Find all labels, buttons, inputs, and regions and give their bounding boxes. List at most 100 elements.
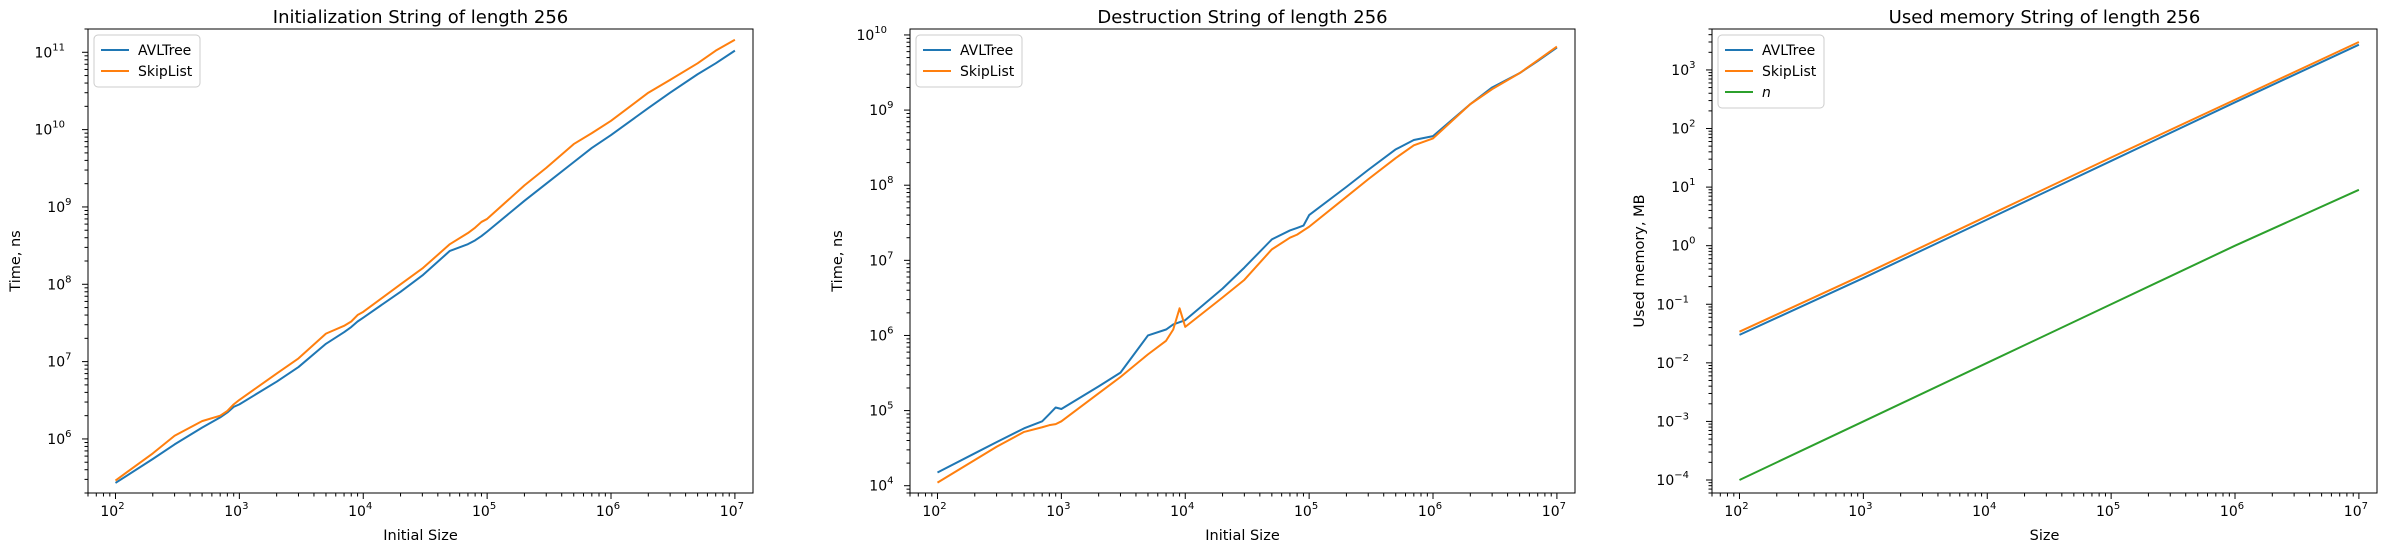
x-tick-label: 103 <box>1848 501 1872 520</box>
chart-panel-1: 102 103 104 105 106 10710610710810910101011In… <box>8 7 754 544</box>
x-tick-label: 106 <box>2220 501 2244 520</box>
series-line-avltree <box>937 46 1558 474</box>
tick-base: 10 <box>1848 504 1866 520</box>
y-tick-label: 10−1 <box>1656 294 1689 313</box>
y-tick-label: 106 <box>47 429 71 448</box>
x-tick-label: 106 <box>1418 501 1442 520</box>
series-line-skiplist <box>936 45 1558 484</box>
chart-title: Initialization String of length 256 <box>273 7 568 28</box>
tick-exponent: 2 <box>940 501 946 512</box>
tick-base: 10 <box>869 178 887 194</box>
tick-base: 10 <box>869 103 887 119</box>
legend: AVLTree SkipList n <box>1717 34 1825 109</box>
x-tick-label: 104 <box>348 501 372 520</box>
tick-base: 10 <box>348 504 366 520</box>
tick-exponent: 7 <box>2362 501 2368 512</box>
y-tick-label: 109 <box>869 100 893 119</box>
tick-base: 10 <box>869 328 887 344</box>
tick-base: 10 <box>1972 504 1990 520</box>
legend-label-skiplist: SkipList <box>138 64 193 80</box>
tick-exponent: 6 <box>887 325 893 336</box>
tick-exponent: 6 <box>65 429 71 440</box>
tick-exponent: 2 <box>118 501 124 512</box>
legend-label-skiplist: SkipList <box>960 64 1015 80</box>
tick-exponent: 6 <box>1436 501 1442 512</box>
tick-exponent: 7 <box>887 250 893 261</box>
axes-frame <box>1711 28 2378 494</box>
y-tick-label: 107 <box>869 250 893 269</box>
series-line-skiplist <box>114 38 736 482</box>
legend-label-avltree: AVLTree <box>1762 43 1815 59</box>
tick-exponent: 4 <box>1188 501 1194 512</box>
y-tick-label: 1010 <box>856 25 887 44</box>
tick-base: 10 <box>100 504 118 520</box>
y-tick-label: 1010 <box>34 120 65 139</box>
x-tick-label: 104 <box>1972 501 1996 520</box>
tick-base: 10 <box>1671 239 1689 255</box>
series-line-n <box>1739 188 2360 481</box>
tick-exponent: 6 <box>2238 501 2244 512</box>
tick-exponent: 3 <box>1064 501 1070 512</box>
y-tick-label: 104 <box>869 476 893 495</box>
y-tick-label: 108 <box>869 175 893 194</box>
x-tick-label: 107 <box>1542 501 1566 520</box>
tick-base: 10 <box>47 432 65 448</box>
y-axis-label: Used memory, MB <box>1632 194 1648 327</box>
tick-exponent: 5 <box>1312 501 1318 512</box>
tick-base: 10 <box>34 123 52 139</box>
y-tick-label: 107 <box>47 352 71 371</box>
tick-base: 10 <box>869 253 887 269</box>
x-tick-label: 106 <box>596 501 620 520</box>
tick-base: 10 <box>869 479 887 495</box>
tick-exponent: 7 <box>65 352 71 363</box>
x-axis-label: Initial Size <box>383 528 458 544</box>
tick-base: 10 <box>472 504 490 520</box>
tick-exponent: 3 <box>242 501 248 512</box>
y-tick-label: 101 <box>1671 177 1695 196</box>
y-tick-label: 108 <box>47 274 71 293</box>
y-tick-label: 10−4 <box>1656 470 1689 489</box>
tick-exponent: 8 <box>65 274 71 285</box>
tick-exponent: 10 <box>52 120 65 131</box>
legend-label-avltree: AVLTree <box>960 43 1013 59</box>
axes-frame <box>909 28 1576 494</box>
tick-base: 10 <box>34 45 52 61</box>
y-tick-label: 102 <box>1671 119 1695 138</box>
y-tick-label: 10−2 <box>1656 353 1689 372</box>
tick-base: 10 <box>1656 473 1674 489</box>
tick-base: 10 <box>596 504 614 520</box>
legend-box <box>93 34 201 88</box>
legend-label-n: n <box>1762 85 1771 101</box>
x-axis-label: Initial Size <box>1205 528 1280 544</box>
x-tick-label: 105 <box>2096 501 2120 520</box>
tick-exponent: 9 <box>65 197 71 208</box>
tick-exponent: 8 <box>887 175 893 186</box>
series-line-skiplist <box>1739 41 2360 333</box>
tick-exponent: 3 <box>1866 501 1872 512</box>
tick-exponent: 4 <box>1990 501 1996 512</box>
series-line-avltree <box>114 49 736 484</box>
legend: AVLTree SkipList <box>93 34 201 88</box>
tick-base: 10 <box>1656 414 1674 430</box>
x-tick-label: 105 <box>1294 501 1318 520</box>
tick-base: 10 <box>1671 63 1689 79</box>
tick-base: 10 <box>922 504 940 520</box>
x-tick-label: 105 <box>472 501 496 520</box>
tick-base: 10 <box>1170 504 1188 520</box>
tick-base: 10 <box>2220 504 2238 520</box>
x-tick-label: 102 <box>1724 501 1748 520</box>
legend: AVLTree SkipList <box>915 34 1023 88</box>
tick-exponent: 3 <box>1689 60 1695 71</box>
tick-exponent: 7 <box>738 501 744 512</box>
tick-exponent: 11 <box>52 42 65 53</box>
tick-exponent: −2 <box>1674 353 1689 364</box>
chart-panel-2: 102 103 104 105 106 1071041051061071081091010… <box>830 7 1576 544</box>
tick-base: 10 <box>1671 180 1689 196</box>
tick-base: 10 <box>1418 504 1436 520</box>
tick-base: 10 <box>856 28 874 44</box>
tick-exponent: 4 <box>366 501 372 512</box>
tick-base: 10 <box>1671 122 1689 138</box>
tick-exponent: 4 <box>887 476 893 487</box>
x-axis-label: Size <box>2030 528 2060 544</box>
legend-box <box>1717 34 1825 109</box>
